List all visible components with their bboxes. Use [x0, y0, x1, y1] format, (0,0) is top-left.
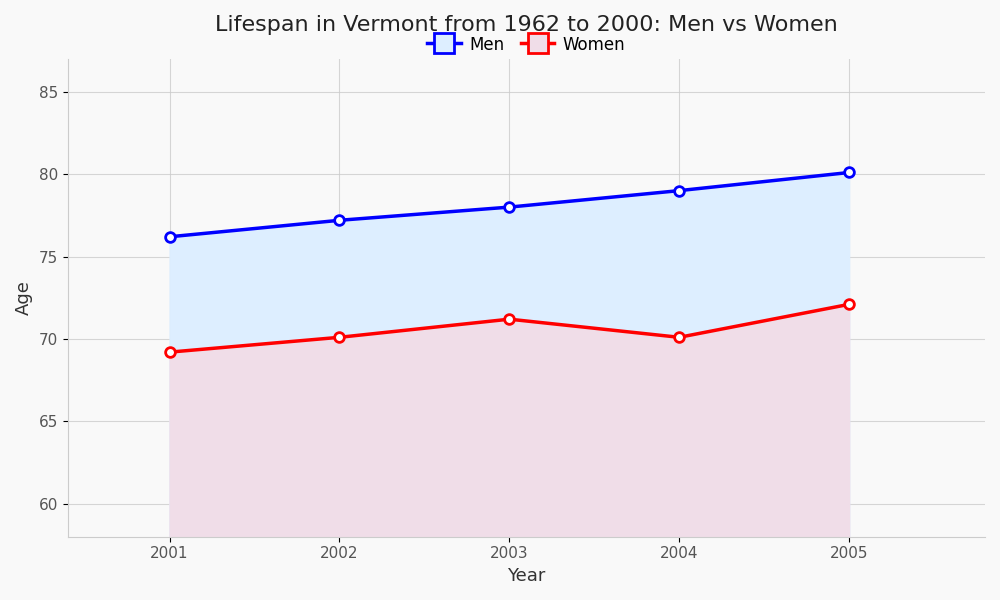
Line: Women: Women [165, 299, 854, 357]
Women [843, 301, 855, 308]
Title: Lifespan in Vermont from 1962 to 2000: Men vs Women: Lifespan in Vermont from 1962 to 2000: M… [215, 15, 838, 35]
Men [333, 217, 345, 224]
Y-axis label: Age: Age [15, 280, 33, 315]
Legend: Men, Women: Men, Women [421, 29, 632, 61]
X-axis label: Year: Year [507, 567, 546, 585]
Women [503, 316, 515, 323]
Women [673, 334, 685, 341]
Men [843, 169, 855, 176]
Men [673, 187, 685, 194]
Men [164, 233, 176, 241]
Line: Men: Men [165, 167, 854, 242]
Men [503, 203, 515, 211]
Women [164, 349, 176, 356]
Women [333, 334, 345, 341]
